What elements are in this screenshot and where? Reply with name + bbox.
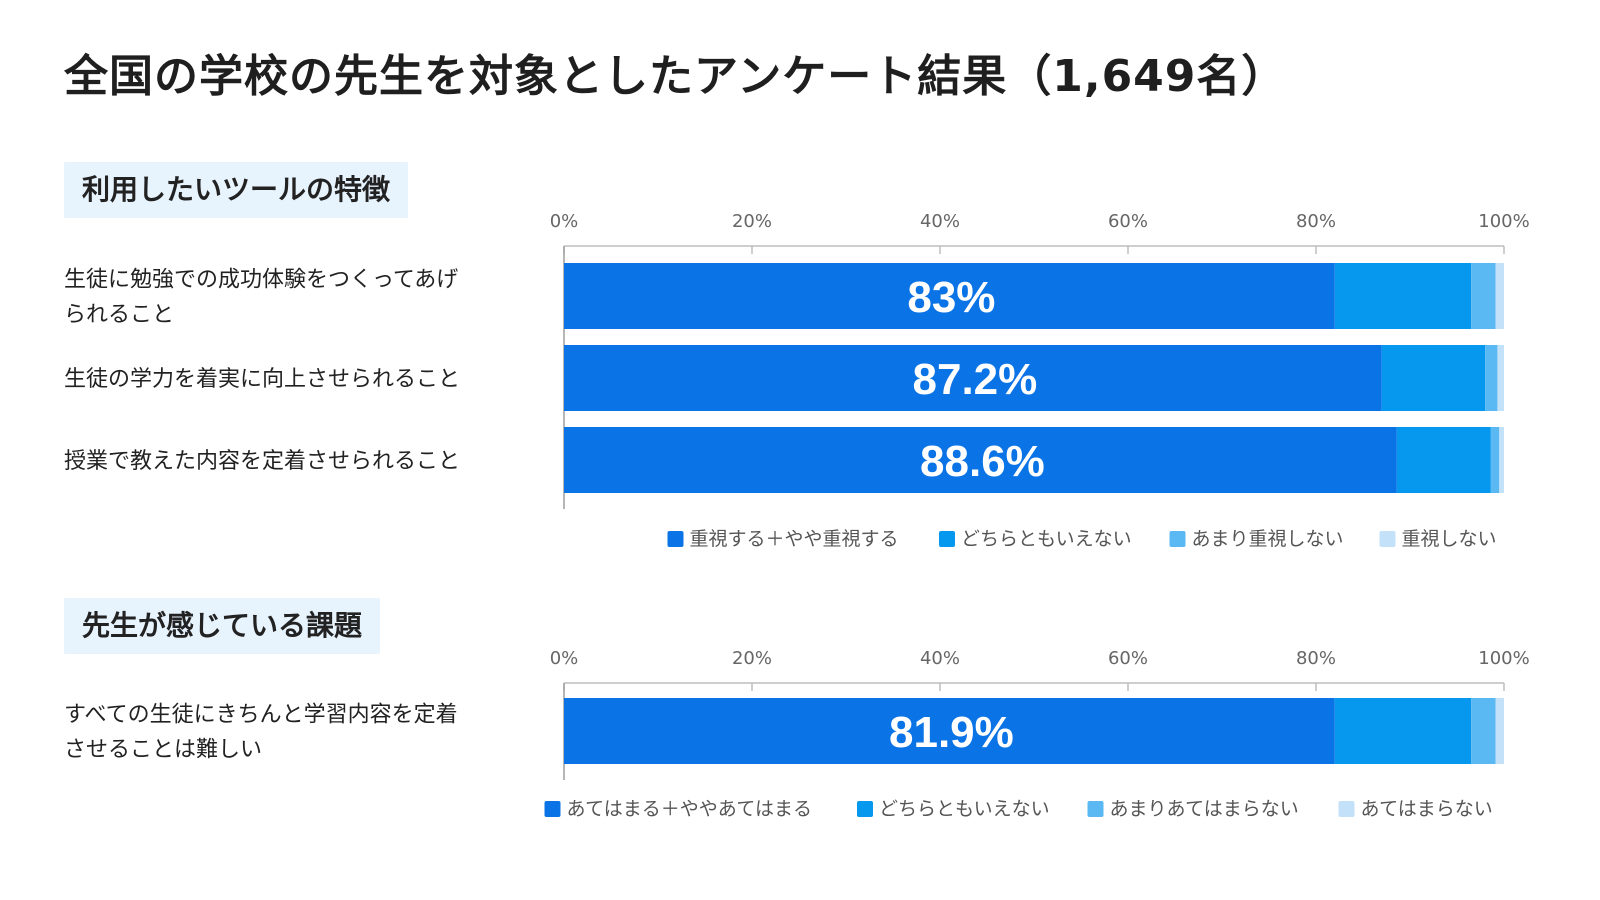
bar-segment-4 bbox=[1495, 698, 1504, 764]
data-label: 88.6% bbox=[920, 437, 1045, 486]
bar-segment-1 bbox=[564, 263, 1335, 329]
section-label-teacher-issues: 先生が感じている課題 bbox=[64, 598, 381, 654]
row-label: 授業で教えた内容を定着させられること bbox=[64, 449, 460, 474]
chart-teacher-issues: 0% 20% 40% 60% 80% 100% すべての生徒にきちんと学習内容を定着させるこ… bbox=[64, 648, 1530, 820]
legend-swatch bbox=[939, 531, 955, 547]
bar-segment-3 bbox=[1485, 345, 1498, 411]
bar-segment-3 bbox=[1471, 263, 1496, 329]
x-tick-label: 80% bbox=[1296, 648, 1336, 669]
x-tick-label: 0% bbox=[550, 211, 579, 232]
bar-segment-4 bbox=[1497, 345, 1504, 411]
page-title: 全国の学校の先生を対象としたアンケート結果（1,649名） bbox=[64, 51, 1287, 102]
data-label: 87.2% bbox=[913, 355, 1038, 404]
bar-segment-1 bbox=[564, 345, 1382, 411]
legend-swatch bbox=[1169, 531, 1186, 547]
bar-segment-2 bbox=[1334, 263, 1472, 329]
legend-item-label: どちらともいえない bbox=[879, 798, 1050, 820]
bar-segment-2 bbox=[1381, 345, 1486, 411]
legend-item-label: どちらともいえない bbox=[961, 528, 1132, 550]
x-tick-label: 100% bbox=[1478, 211, 1529, 232]
legend-swatch bbox=[1087, 801, 1104, 817]
legend-swatch bbox=[544, 801, 561, 817]
legend-swatch bbox=[1379, 531, 1396, 547]
bar-segment-4 bbox=[1495, 263, 1504, 329]
bar-segment-4 bbox=[1499, 427, 1504, 493]
data-label: 81.9% bbox=[889, 708, 1014, 757]
x-tick-label: 20% bbox=[732, 648, 772, 669]
legend-swatch bbox=[1338, 801, 1355, 817]
legend-item-label: あまり重視しない bbox=[1192, 528, 1344, 550]
data-label: 83% bbox=[907, 273, 995, 322]
row-label: させることは難しい bbox=[64, 738, 262, 763]
x-tick-label: 20% bbox=[732, 211, 772, 232]
bar-segment-3 bbox=[1490, 427, 1500, 493]
legend-item-label: 重視しない bbox=[1402, 528, 1497, 550]
x-tick-label: 40% bbox=[920, 211, 960, 232]
row-label: 生徒の学力を着実に向上させられること bbox=[64, 367, 460, 392]
x-tick-label: 0% bbox=[550, 648, 579, 669]
bar-segment-1 bbox=[564, 427, 1397, 493]
x-tick-label: 60% bbox=[1108, 211, 1148, 232]
bar-segment-2 bbox=[1334, 698, 1472, 764]
legend-item-label: あてはまる＋ややあてはまる bbox=[567, 798, 812, 820]
legend-swatch bbox=[857, 801, 873, 817]
legend-item-label: あてはまらない bbox=[1361, 798, 1493, 820]
bar-segment-1 bbox=[564, 698, 1335, 764]
section-label-tool-features: 利用したいツールの特徴 bbox=[64, 162, 409, 218]
bar-segment-2 bbox=[1396, 427, 1491, 493]
x-tick-label: 60% bbox=[1108, 648, 1148, 669]
x-tick-label: 40% bbox=[920, 648, 960, 669]
x-tick-label: 80% bbox=[1296, 211, 1336, 232]
legend-item-label: 重視する＋やや重視する bbox=[690, 528, 899, 550]
legend-swatch bbox=[667, 531, 684, 547]
row-label: られること bbox=[64, 303, 174, 328]
bar-segment-3 bbox=[1471, 698, 1496, 764]
chart-tool-features: 0% 20% 40% 60% 80% 100% 生徒に勉強での成功体験をつくってあげられるこ… bbox=[64, 211, 1530, 550]
legend-item-label: あまりあてはまらない bbox=[1110, 798, 1299, 820]
x-tick-label: 100% bbox=[1478, 648, 1529, 669]
row-label: 生徒に勉強での成功体験をつくってあげ bbox=[64, 268, 458, 293]
row-label: すべての生徒にきちんと学習内容を定着 bbox=[64, 703, 458, 728]
